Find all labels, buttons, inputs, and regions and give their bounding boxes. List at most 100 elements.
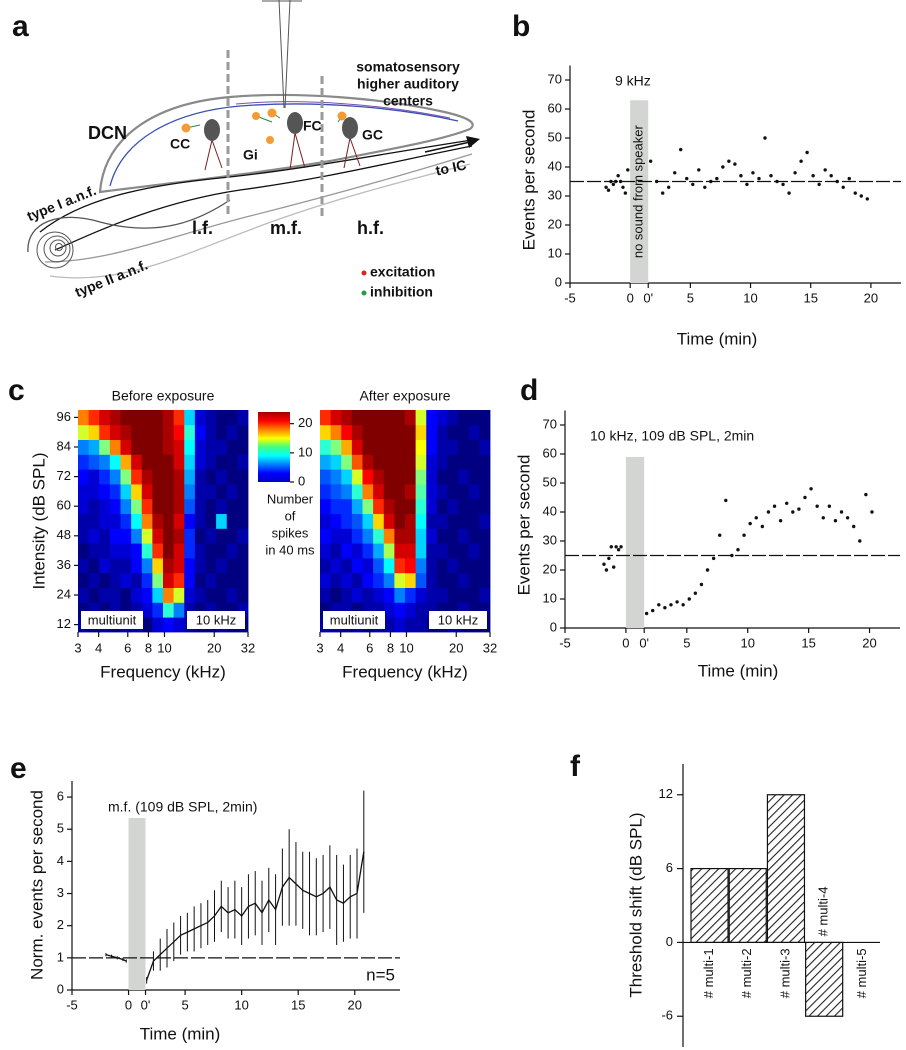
heatmap-cell [436, 602, 448, 618]
heatmap-cell [205, 513, 217, 529]
heatmap-cell [163, 498, 175, 514]
heatmap-cell [152, 602, 164, 618]
y-tick-label: 50 [548, 129, 562, 144]
heatmap-cell [351, 410, 363, 426]
heatmap-cell [152, 617, 164, 633]
heatmap-cell [88, 543, 100, 559]
heatmap-cell [330, 469, 342, 485]
heatmap-cell [226, 454, 238, 470]
heatmap-cell [152, 454, 164, 470]
heatmap-cell [436, 484, 448, 500]
category-label: # multi-3 [777, 948, 792, 998]
heatmap-cell [163, 410, 175, 426]
data-point [817, 182, 821, 187]
heatmap-cell [436, 498, 448, 514]
colorbar-label: spikes [272, 525, 309, 540]
heatmap-cell [362, 543, 374, 559]
heatmap-cell [426, 469, 438, 485]
data-point [748, 521, 752, 526]
heatmap-cell [362, 602, 374, 618]
heatmap-cell [341, 484, 353, 500]
heatmap-cell [436, 439, 448, 455]
heatmap-cell [383, 454, 395, 470]
bar [766, 794, 806, 944]
heatmap-cell [330, 558, 342, 574]
heatmap-cell [330, 602, 342, 618]
heatmap-cell [131, 543, 143, 559]
heatmap-cell [99, 572, 111, 588]
inset-label: 10 kHz [438, 612, 478, 627]
diagram-label: FC [303, 118, 322, 134]
heatmap-cell [383, 484, 395, 500]
heatmap-cell [351, 602, 363, 618]
data-point [685, 176, 689, 181]
heatmap-cell [394, 498, 406, 514]
heatmap-cell [216, 528, 228, 544]
heatmap-cell [184, 587, 196, 603]
heatmap-cell [99, 602, 111, 618]
heatmap-cell [141, 498, 153, 514]
heatmap-cell [78, 558, 90, 574]
data-point [845, 516, 850, 520]
panel-label: b [512, 10, 530, 43]
heatmap-cell [341, 602, 353, 618]
y-tick-label: 10 [543, 590, 557, 605]
heatmap-cell [120, 454, 132, 470]
heatmap-cell [415, 454, 427, 470]
heatmap-cell [351, 558, 363, 574]
heatmap-cell [237, 498, 249, 514]
heatmap-cell [216, 543, 228, 559]
heatmap-cell [415, 543, 427, 559]
heatmap-cell [78, 454, 90, 470]
heatmap-cell [141, 617, 153, 633]
heatmap-cell [320, 543, 332, 559]
inset-box [81, 611, 143, 629]
heatmap-cell [458, 558, 470, 574]
heatmap-cell [205, 469, 217, 485]
heatmap-cell [415, 484, 427, 500]
x-tick-label: 0' [643, 290, 653, 305]
data-point [829, 174, 833, 178]
heatmap-cell [141, 439, 153, 455]
heatmap-cell [415, 572, 427, 588]
heatmap-cell [173, 454, 185, 470]
heatmap-cell [173, 543, 185, 559]
heatmap-cell [99, 587, 111, 603]
data-point [606, 188, 611, 192]
diagram-label: GC [362, 127, 383, 143]
data-point [660, 191, 665, 195]
data-point [604, 185, 608, 189]
x-tick-label: -5 [559, 635, 571, 650]
x-tick-label: 15 [291, 997, 305, 1012]
heatmap-cell [109, 572, 121, 588]
x-tick-label: 5 [683, 635, 690, 650]
heatmap-cell [479, 498, 491, 514]
heatmap-cell [362, 498, 374, 514]
heatmap-cell [194, 528, 206, 544]
heatmap-cell [330, 424, 342, 440]
heatmap-cell [237, 424, 249, 440]
data-point [835, 179, 839, 184]
data-point [736, 548, 740, 552]
heatmap-cell [205, 439, 217, 455]
heatmap-cell [237, 439, 249, 455]
x-axis-label: Frequency (kHz) [342, 662, 468, 681]
y-tick-label: 12 [57, 616, 71, 631]
heatmap-cell [205, 454, 217, 470]
heatmap-cell [362, 410, 374, 426]
heatmap-cell [479, 424, 491, 440]
heatmap-cell [120, 572, 132, 588]
panel-title: Before exposure [112, 388, 215, 404]
annotation: m.f. (109 dB SPL, 2min) [108, 799, 257, 815]
heatmap-cell [447, 513, 459, 529]
heatmap-cell [152, 439, 164, 455]
data-point [766, 510, 771, 514]
heatmap-cell [120, 587, 132, 603]
data-point [611, 182, 616, 187]
heatmap-cell [216, 424, 228, 440]
heatmap-cell [109, 513, 121, 529]
heatmap-cell [436, 513, 448, 529]
heatmap-cell [373, 543, 385, 559]
heatmap-cell [131, 439, 143, 455]
heatmap-cell [394, 528, 406, 544]
